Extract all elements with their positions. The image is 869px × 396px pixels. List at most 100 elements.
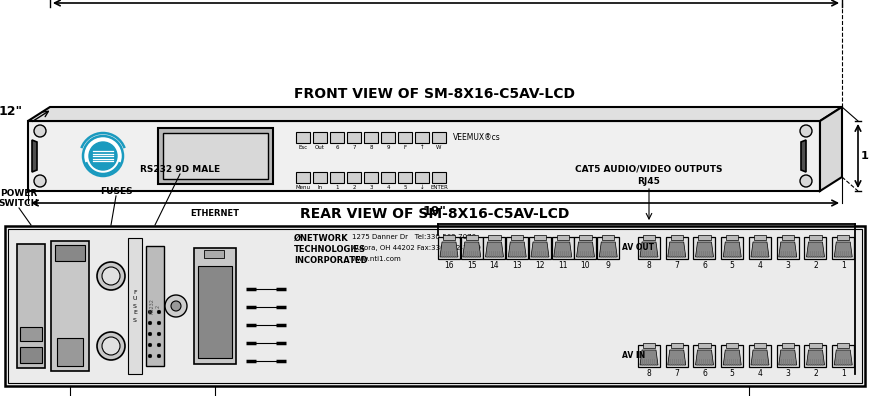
Text: 8: 8	[646, 261, 651, 270]
Text: AV OUT: AV OUT	[621, 244, 653, 253]
Polygon shape	[806, 242, 824, 257]
Polygon shape	[347, 172, 361, 183]
Polygon shape	[528, 237, 550, 259]
Polygon shape	[694, 350, 713, 365]
Circle shape	[799, 175, 811, 187]
Polygon shape	[415, 172, 428, 183]
Polygon shape	[833, 350, 852, 365]
Text: 17": 17"	[434, 0, 458, 2]
Polygon shape	[128, 238, 142, 374]
Circle shape	[96, 262, 125, 290]
Polygon shape	[442, 235, 454, 240]
Polygon shape	[57, 338, 83, 366]
Polygon shape	[753, 343, 766, 348]
Polygon shape	[750, 242, 768, 257]
Polygon shape	[465, 235, 477, 240]
Text: 6: 6	[701, 261, 706, 270]
Text: 14: 14	[489, 261, 499, 270]
Text: RS232 9D MALE: RS232 9D MALE	[140, 165, 220, 174]
Text: RJ45: RJ45	[637, 177, 660, 186]
Polygon shape	[808, 343, 820, 348]
Polygon shape	[8, 229, 861, 383]
Polygon shape	[748, 345, 770, 367]
Text: 13: 13	[512, 261, 521, 270]
Text: REAR VIEW OF SM-8X16-C5AV-LCD: REAR VIEW OF SM-8X16-C5AV-LCD	[300, 207, 569, 221]
Polygon shape	[601, 235, 614, 240]
Polygon shape	[20, 327, 42, 341]
Polygon shape	[381, 172, 395, 183]
Circle shape	[148, 343, 151, 347]
Text: F
U
S
E
S: F U S E S	[133, 289, 137, 322]
Circle shape	[96, 332, 125, 360]
Text: ØNETWORK: ØNETWORK	[294, 234, 348, 243]
Polygon shape	[753, 235, 766, 240]
Text: 4: 4	[386, 185, 389, 190]
Polygon shape	[640, 242, 657, 257]
Polygon shape	[781, 343, 793, 348]
Polygon shape	[667, 350, 685, 365]
Text: ↑: ↑	[419, 145, 424, 150]
Circle shape	[157, 321, 161, 325]
Circle shape	[165, 295, 187, 317]
Text: 8: 8	[368, 145, 372, 150]
Polygon shape	[808, 235, 820, 240]
Text: ETHERNET: ETHERNET	[190, 209, 239, 218]
Text: CAT5 AUDIO/VIDEO OUTPUTS: CAT5 AUDIO/VIDEO OUTPUTS	[574, 165, 722, 174]
Text: 3: 3	[785, 261, 789, 270]
Polygon shape	[146, 246, 164, 366]
Polygon shape	[397, 132, 412, 143]
Polygon shape	[804, 237, 826, 259]
Polygon shape	[32, 140, 37, 172]
Polygon shape	[579, 235, 591, 240]
Polygon shape	[440, 242, 457, 257]
Polygon shape	[599, 242, 616, 257]
Circle shape	[148, 332, 151, 336]
Polygon shape	[506, 237, 527, 259]
Text: 19": 19"	[422, 205, 447, 218]
Polygon shape	[836, 235, 848, 240]
Circle shape	[148, 321, 151, 325]
Polygon shape	[722, 242, 740, 257]
Circle shape	[102, 267, 120, 285]
Text: 4: 4	[757, 369, 761, 378]
Text: www.nti1.com: www.nti1.com	[352, 256, 401, 262]
Polygon shape	[28, 121, 819, 191]
Polygon shape	[778, 242, 796, 257]
Polygon shape	[507, 242, 526, 257]
Polygon shape	[574, 237, 596, 259]
Text: 5: 5	[403, 185, 407, 190]
Text: INCORPORATED: INCORPORATED	[294, 256, 368, 265]
Polygon shape	[485, 242, 503, 257]
Polygon shape	[726, 343, 738, 348]
Polygon shape	[642, 343, 654, 348]
Polygon shape	[556, 235, 568, 240]
Circle shape	[34, 125, 46, 137]
Polygon shape	[329, 172, 343, 183]
Text: 11: 11	[557, 261, 567, 270]
Polygon shape	[698, 343, 710, 348]
Polygon shape	[806, 350, 824, 365]
Polygon shape	[832, 237, 853, 259]
Polygon shape	[313, 172, 327, 183]
Polygon shape	[698, 235, 710, 240]
Polygon shape	[776, 237, 798, 259]
Text: W: W	[435, 145, 441, 150]
Polygon shape	[800, 140, 805, 172]
Polygon shape	[642, 235, 654, 240]
Text: Out: Out	[315, 145, 324, 150]
Polygon shape	[363, 172, 377, 183]
Text: 1275 Danner Dr   Tel:330-562-7070: 1275 Danner Dr Tel:330-562-7070	[352, 234, 475, 240]
Text: Aurora, OH 44202 Fax:330-562-1999: Aurora, OH 44202 Fax:330-562-1999	[352, 245, 481, 251]
Polygon shape	[722, 350, 740, 365]
Text: 6: 6	[335, 145, 338, 150]
Text: 8: 8	[646, 369, 651, 378]
Polygon shape	[511, 235, 522, 240]
Polygon shape	[437, 237, 460, 259]
Polygon shape	[5, 226, 864, 386]
Text: 1: 1	[840, 369, 845, 378]
Polygon shape	[640, 350, 657, 365]
Polygon shape	[637, 237, 660, 259]
Text: 12": 12"	[0, 105, 23, 118]
Polygon shape	[819, 107, 841, 191]
Text: 1: 1	[335, 185, 338, 190]
